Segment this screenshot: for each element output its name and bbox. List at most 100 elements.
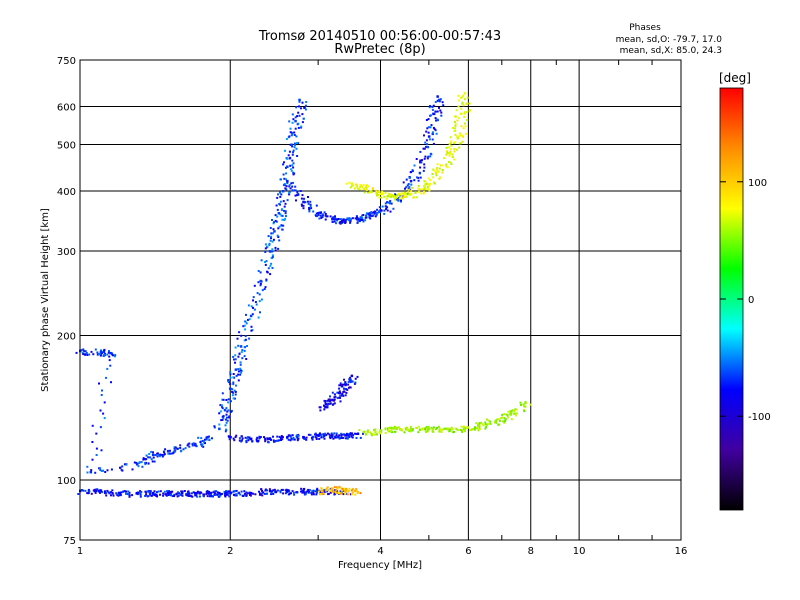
data-point	[384, 192, 387, 194]
data-point	[152, 493, 155, 496]
data-point	[319, 214, 322, 217]
data-point	[195, 494, 198, 497]
data-point	[351, 434, 354, 437]
data-point	[281, 190, 285, 193]
data-point	[153, 494, 156, 497]
data-point	[365, 433, 368, 436]
data-point	[498, 423, 501, 426]
data-point	[234, 390, 237, 393]
data-point	[340, 492, 343, 495]
data-point	[90, 469, 93, 472]
data-point	[243, 349, 246, 352]
data-point	[268, 244, 271, 246]
data-point	[233, 389, 236, 392]
data-point	[244, 328, 247, 331]
data-point	[327, 492, 330, 495]
data-point	[374, 212, 377, 215]
data-point	[308, 490, 311, 493]
data-point	[472, 428, 475, 431]
data-point	[448, 160, 450, 163]
data-point	[234, 436, 237, 439]
data-point	[385, 208, 388, 210]
data-point	[292, 149, 295, 152]
data-point	[318, 437, 321, 440]
data-point	[393, 196, 396, 199]
data-point	[319, 406, 322, 409]
data-point	[240, 435, 243, 438]
data-point	[349, 493, 352, 496]
data-point	[319, 212, 322, 215]
data-point	[170, 452, 173, 455]
data-point	[279, 490, 282, 493]
data-point	[350, 217, 352, 220]
data-point	[229, 383, 232, 386]
data-point	[329, 395, 331, 398]
data-point	[427, 427, 431, 431]
data-point	[349, 221, 352, 224]
data-point	[95, 488, 98, 491]
data-point	[289, 127, 292, 130]
data-point	[302, 207, 305, 210]
data-point	[192, 491, 195, 494]
data-point	[258, 293, 261, 296]
data-point	[457, 94, 460, 97]
data-point	[101, 351, 104, 353]
data-point	[161, 455, 164, 458]
data-point	[301, 194, 304, 197]
data-point	[232, 383, 235, 386]
data-point	[212, 491, 215, 494]
data-point	[305, 101, 308, 103]
colorbar-tick-label: 100	[748, 178, 767, 189]
data-point	[336, 491, 339, 494]
data-point	[453, 120, 456, 123]
data-point	[365, 187, 368, 190]
data-point	[257, 440, 259, 443]
data-point	[438, 177, 441, 180]
data-point	[347, 218, 350, 221]
data-point	[326, 399, 329, 402]
data-point	[367, 191, 369, 194]
data-point	[235, 489, 238, 492]
data-point	[91, 458, 94, 461]
data-point	[478, 428, 481, 431]
data-point	[468, 102, 471, 105]
data-point	[389, 200, 392, 202]
data-point	[213, 425, 216, 428]
data-point	[400, 199, 402, 202]
data-point	[320, 216, 323, 219]
data-point	[224, 418, 227, 421]
data-point	[260, 488, 263, 491]
data-point	[106, 367, 109, 370]
data-point	[278, 439, 281, 442]
data-point	[369, 431, 372, 434]
data-point	[324, 218, 327, 221]
data-point	[297, 193, 300, 196]
data-point	[297, 111, 300, 114]
data-point	[344, 492, 347, 495]
data-point	[277, 193, 279, 196]
data-point	[454, 123, 457, 126]
data-point	[339, 394, 342, 397]
data-point	[238, 437, 241, 440]
data-point	[366, 429, 369, 432]
data-point	[271, 254, 274, 257]
data-point	[150, 458, 153, 461]
data-point	[446, 166, 449, 169]
data-point	[430, 426, 433, 429]
data-point	[418, 188, 421, 191]
data-point	[82, 348, 85, 351]
data-point	[339, 218, 342, 221]
data-point	[389, 193, 392, 196]
data-point	[425, 139, 428, 142]
data-point	[336, 218, 339, 221]
data-point	[128, 494, 131, 497]
data-point	[99, 426, 102, 429]
data-point	[272, 492, 275, 495]
data-point	[291, 490, 294, 493]
data-point	[325, 488, 328, 491]
data-point	[418, 425, 420, 428]
data-point	[427, 425, 430, 428]
data-point	[454, 124, 457, 127]
data-point	[325, 487, 328, 490]
data-point	[343, 378, 345, 381]
